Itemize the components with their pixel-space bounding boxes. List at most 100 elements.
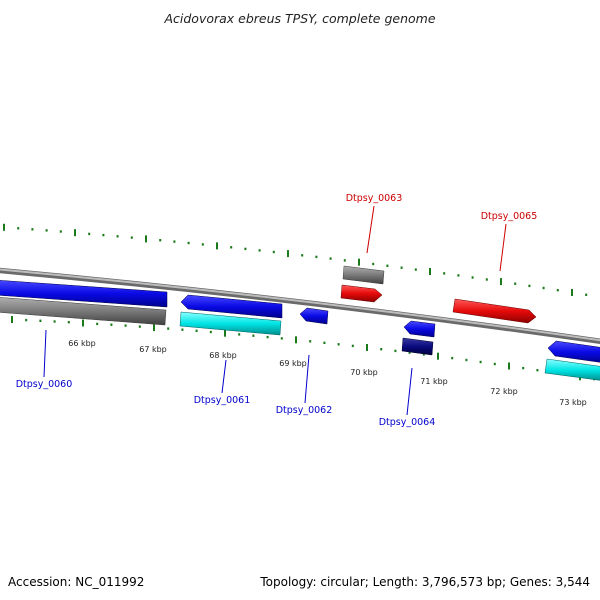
major-tick — [74, 229, 76, 237]
minor-tick — [380, 348, 383, 351]
minor-tick — [110, 323, 113, 326]
leader-dtpsy-0060 — [43, 329, 47, 378]
minor-tick — [337, 343, 340, 346]
minor-tick — [542, 286, 545, 290]
tick-label: 68 kbp — [209, 351, 237, 360]
minor-tick — [528, 284, 531, 288]
major-tick — [437, 352, 439, 360]
minor-tick — [422, 353, 425, 356]
minor-tick — [301, 254, 304, 257]
gene-dtpsy-0062 — [299, 307, 329, 325]
scale-labels: 66 kbp 67 kbp 68 kbp 69 kbp 70 kbp 71 kb… — [68, 339, 587, 407]
minor-tick — [138, 325, 141, 328]
reverse-strand-genes — [340, 265, 537, 324]
gene-label-dtpsy-0064: Dtpsy_0064 — [379, 417, 436, 428]
minor-tick — [130, 236, 133, 239]
minor-tick — [471, 276, 474, 279]
minor-tick — [45, 229, 48, 232]
gene-dtpsy-0063-gray — [342, 265, 385, 285]
tick-label: 72 kbp — [490, 387, 518, 396]
minor-tick — [400, 266, 403, 269]
minor-tick — [252, 334, 255, 337]
minor-tick — [209, 330, 212, 334]
tick-label: 70 kbp — [350, 368, 378, 377]
gene-dtpsy-0064-navy — [401, 337, 434, 356]
minor-tick — [102, 233, 105, 237]
minor-tick — [386, 264, 389, 267]
minor-tick — [31, 228, 34, 231]
genome-backbone-highlight — [0, 268, 600, 342]
minor-tick — [272, 250, 275, 254]
figure-title: Acidovorax ebreus TPSY, complete genome — [163, 11, 435, 26]
major-tick — [153, 324, 155, 332]
gene-dtpsy-0063-red — [340, 284, 383, 303]
major-tick — [571, 289, 573, 296]
major-tick — [224, 329, 226, 337]
minor-tick — [238, 333, 241, 336]
minor-tick — [53, 320, 56, 323]
minor-tick — [408, 351, 411, 354]
leader-dtpsy-0063 — [366, 205, 375, 254]
minor-tick — [88, 232, 91, 236]
minor-tick — [451, 356, 454, 360]
minor-tick — [585, 293, 588, 296]
forward-strand-genes — [0, 280, 600, 381]
major-tick — [500, 278, 502, 286]
minor-tick — [173, 240, 176, 243]
leader-dtpsy-0064 — [406, 367, 413, 416]
minor-tick — [280, 337, 283, 340]
minor-tick — [485, 278, 488, 281]
minor-tick — [315, 255, 318, 259]
gene-next-cyan — [544, 358, 600, 381]
minor-tick — [96, 322, 99, 326]
leader-dtpsy-0062 — [304, 354, 310, 404]
tick-label: 66 kbp — [68, 339, 96, 348]
gene-dtpsy-0060-gray — [0, 297, 167, 326]
major-tick — [216, 242, 218, 250]
gene-dtpsy-0064-blue — [403, 320, 436, 338]
major-tick — [429, 268, 431, 275]
minor-tick — [195, 329, 198, 332]
major-tick — [287, 250, 289, 258]
tick-label: 67 kbp — [139, 345, 167, 354]
gene-label-dtpsy-0061: Dtpsy_0061 — [194, 395, 251, 406]
major-tick — [366, 344, 368, 351]
gene-label-dtpsy-0060: Dtpsy_0060 — [16, 379, 73, 390]
minor-tick — [25, 318, 28, 322]
minor-tick — [59, 230, 62, 233]
minor-tick — [343, 259, 346, 262]
minor-tick — [329, 257, 332, 260]
minor-tick — [457, 274, 460, 277]
minor-tick — [514, 282, 517, 285]
minor-tick — [522, 366, 525, 370]
gene-label-dtpsy-0062: Dtpsy_0062 — [276, 405, 333, 416]
minor-tick — [266, 335, 269, 339]
minor-tick — [230, 246, 233, 249]
gene-dtpsy-0065 — [452, 298, 537, 324]
minor-tick — [443, 272, 446, 275]
minor-tick — [394, 349, 397, 353]
gene-dtpsy-0061-cyan — [179, 311, 282, 336]
major-tick — [11, 316, 13, 323]
gene-dtpsy-0061-blue — [180, 294, 283, 319]
major-tick — [3, 223, 5, 231]
gene-next-blue — [547, 340, 600, 363]
major-tick — [358, 258, 360, 266]
minor-tick — [116, 235, 119, 238]
gene-label-dtpsy-0063: Dtpsy_0063 — [346, 193, 403, 204]
leader-dtpsy-0065 — [499, 223, 507, 272]
minor-tick — [372, 262, 375, 266]
accession-text: Accession: NC_011992 — [8, 575, 144, 589]
minor-tick — [479, 360, 482, 364]
minor-tick — [201, 243, 204, 246]
minor-tick — [556, 289, 559, 292]
minor-tick — [39, 319, 42, 322]
minor-tick — [187, 241, 190, 245]
outer-tick-row — [3, 223, 588, 296]
tick-label: 69 kbp — [279, 359, 307, 368]
label-leader-lines — [43, 205, 507, 416]
minor-tick — [414, 268, 417, 271]
minor-tick — [181, 328, 184, 331]
minor-tick — [244, 247, 247, 251]
minor-tick — [17, 227, 20, 230]
